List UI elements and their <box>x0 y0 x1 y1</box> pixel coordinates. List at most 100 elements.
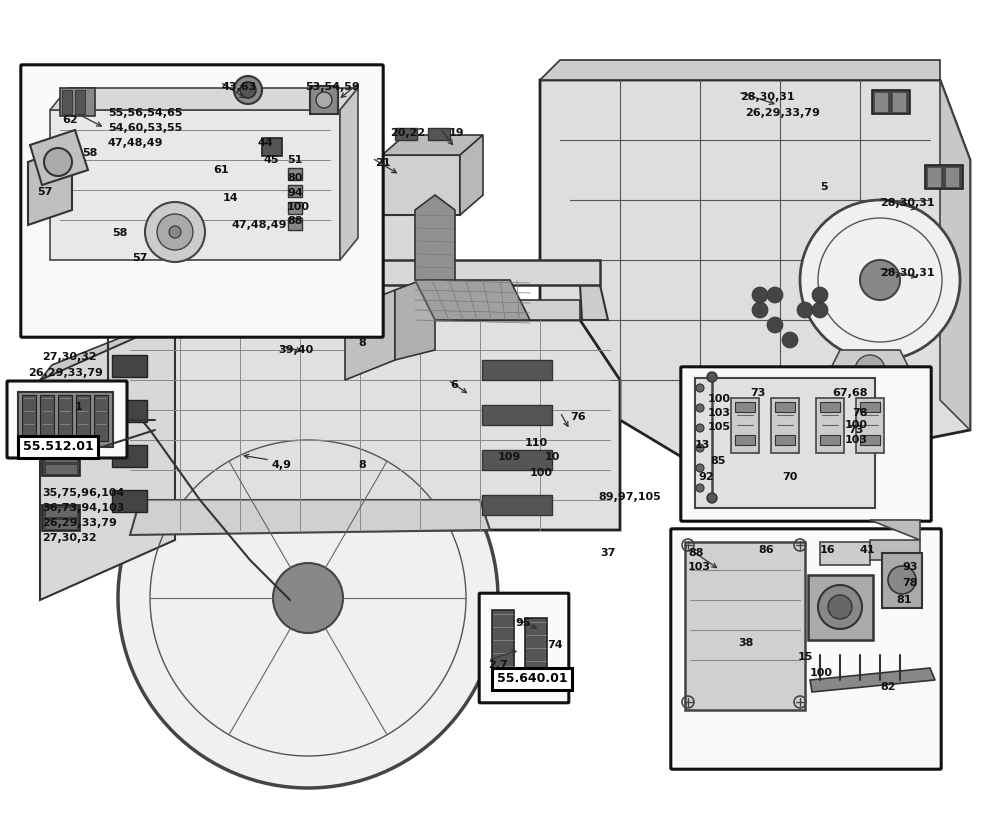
Text: 10: 10 <box>545 452 560 462</box>
Polygon shape <box>870 520 920 560</box>
Text: 8: 8 <box>358 338 366 348</box>
Bar <box>874 92 888 112</box>
Circle shape <box>169 226 181 238</box>
Bar <box>775 435 795 445</box>
Text: 103: 103 <box>845 435 868 445</box>
Text: 74: 74 <box>547 640 563 650</box>
FancyBboxPatch shape <box>7 381 127 458</box>
Text: 93: 93 <box>902 562 918 572</box>
Bar <box>45 409 77 419</box>
Bar <box>288 202 302 214</box>
Text: 1: 1 <box>75 402 83 412</box>
Circle shape <box>157 214 193 250</box>
Text: 28,30,31: 28,30,31 <box>880 198 935 208</box>
Text: 100: 100 <box>530 468 553 478</box>
Circle shape <box>118 408 498 788</box>
Circle shape <box>782 332 798 348</box>
Bar <box>428 128 450 140</box>
Bar <box>482 495 552 515</box>
Bar <box>492 610 514 682</box>
Polygon shape <box>382 155 460 215</box>
Text: 20,22: 20,22 <box>390 128 425 138</box>
Text: 26,29,33,79: 26,29,33,79 <box>745 108 820 118</box>
Text: 78: 78 <box>852 408 868 418</box>
Bar <box>775 402 795 412</box>
Text: 55,56,54,65: 55,56,54,65 <box>108 108 182 118</box>
Bar <box>395 128 417 140</box>
Polygon shape <box>30 130 88 185</box>
Polygon shape <box>40 320 175 600</box>
Text: 58: 58 <box>82 148 97 158</box>
Bar <box>62 90 72 114</box>
Bar <box>45 507 77 517</box>
Bar <box>112 490 147 512</box>
Text: 103: 103 <box>708 408 731 418</box>
Bar <box>112 445 147 467</box>
Circle shape <box>696 444 704 452</box>
Text: 80: 80 <box>287 173 302 183</box>
Circle shape <box>860 260 900 300</box>
Circle shape <box>240 82 256 98</box>
Polygon shape <box>820 542 870 565</box>
Text: 100: 100 <box>708 394 731 404</box>
Bar <box>40 395 54 441</box>
Text: 37: 37 <box>600 548 615 558</box>
Bar <box>75 90 85 114</box>
Circle shape <box>316 92 332 108</box>
Text: 15: 15 <box>798 652 813 662</box>
Text: 89,97,105: 89,97,105 <box>598 492 661 502</box>
Bar <box>482 360 552 380</box>
Text: 53,54,59: 53,54,59 <box>305 82 360 92</box>
Polygon shape <box>925 165 963 189</box>
Polygon shape <box>415 280 530 320</box>
Polygon shape <box>50 110 340 260</box>
Text: 38: 38 <box>738 638 753 648</box>
Text: 39,40: 39,40 <box>278 345 313 355</box>
FancyBboxPatch shape <box>671 529 941 769</box>
Polygon shape <box>830 350 910 390</box>
Bar <box>816 398 844 453</box>
Polygon shape <box>340 88 358 260</box>
Bar <box>856 398 884 453</box>
Circle shape <box>696 404 704 412</box>
Polygon shape <box>415 195 455 280</box>
Circle shape <box>44 148 72 176</box>
Text: 26,29,33,79: 26,29,33,79 <box>28 368 103 378</box>
Text: 55.640.01: 55.640.01 <box>497 673 567 685</box>
Text: 43,63: 43,63 <box>222 82 257 92</box>
Text: 76: 76 <box>570 412 586 422</box>
Text: 86: 86 <box>758 545 774 555</box>
Text: 44: 44 <box>257 138 273 148</box>
Text: 94: 94 <box>287 188 303 198</box>
Bar <box>482 450 552 470</box>
Polygon shape <box>580 285 608 320</box>
Bar <box>892 92 906 112</box>
Polygon shape <box>540 80 970 480</box>
Text: 81: 81 <box>896 595 912 605</box>
Bar <box>45 397 77 407</box>
Text: 27,30,32: 27,30,32 <box>42 352 97 362</box>
Circle shape <box>828 595 852 619</box>
Bar <box>45 519 77 529</box>
Bar <box>525 618 547 680</box>
Bar <box>771 398 799 453</box>
Text: 82: 82 <box>880 682 896 692</box>
Text: 27,30,32: 27,30,32 <box>42 533 97 543</box>
Text: 100: 100 <box>287 202 310 212</box>
Circle shape <box>696 424 704 432</box>
Polygon shape <box>130 300 580 320</box>
Bar <box>45 452 77 462</box>
Text: 92: 92 <box>698 472 714 482</box>
Circle shape <box>888 566 916 594</box>
Bar <box>735 435 755 445</box>
Text: 35,75,96,104: 35,75,96,104 <box>42 488 124 498</box>
Text: 13: 13 <box>695 440 710 450</box>
Polygon shape <box>540 60 940 80</box>
Text: 88: 88 <box>287 216 302 226</box>
Circle shape <box>707 372 717 382</box>
Text: 105: 105 <box>708 422 731 432</box>
Text: 57: 57 <box>132 253 147 263</box>
Text: 51: 51 <box>287 155 302 165</box>
Circle shape <box>707 493 717 503</box>
Bar <box>860 435 880 445</box>
